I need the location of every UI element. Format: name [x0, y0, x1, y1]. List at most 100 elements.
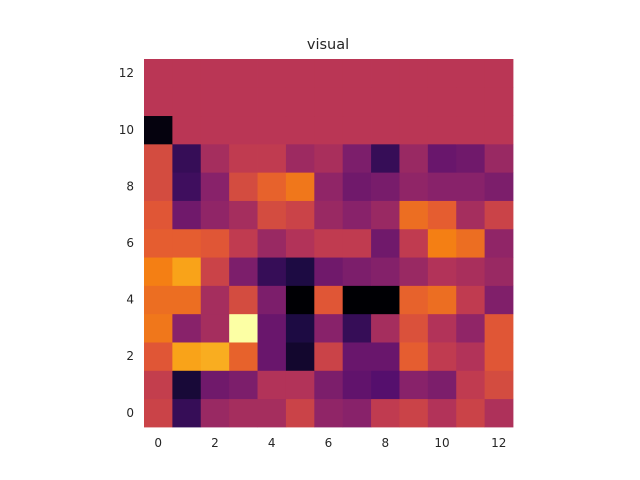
heatmap-cell [257, 313, 287, 343]
heatmap-cell [200, 115, 230, 145]
heatmap-cell [285, 172, 315, 201]
heatmap-cell [144, 172, 173, 201]
heatmap-cell [285, 398, 315, 428]
heatmap-cell [285, 87, 315, 117]
heatmap-cell [314, 228, 344, 258]
heatmap-cell [399, 342, 429, 371]
heatmap-cell [484, 285, 514, 315]
heatmap-cell [314, 59, 344, 88]
heatmap-cell [144, 398, 173, 428]
heatmap-cell [285, 285, 315, 315]
x-tick-label: 2 [211, 436, 219, 450]
heatmap-cell [342, 398, 372, 428]
heatmap-cell [427, 285, 457, 315]
heatmap-cell [399, 115, 429, 145]
heatmap-cell [484, 59, 514, 88]
heatmap-cell [257, 115, 287, 145]
heatmap-cell [172, 172, 202, 201]
heatmap-cell [200, 370, 230, 400]
heatmap-cell [342, 257, 372, 286]
heatmap-cell [342, 59, 372, 88]
heatmap-cell [399, 370, 429, 400]
heatmap-cells [144, 59, 514, 428]
heatmap-cell [257, 143, 287, 173]
heatmap-cell [285, 143, 315, 173]
heatmap-cell [456, 143, 486, 173]
heatmap-cell [371, 257, 400, 286]
heatmap-cell [456, 342, 486, 371]
y-tick-label: 10 [119, 123, 134, 137]
heatmap-cell [399, 172, 429, 201]
heatmap-cell [285, 257, 315, 286]
heatmap-cell [200, 59, 230, 88]
heatmap-cell [342, 228, 372, 258]
heatmap-cell [342, 342, 372, 371]
heatmap-cell [229, 370, 258, 400]
x-tick-label: 0 [154, 436, 162, 450]
y-tick-label: 0 [126, 406, 134, 420]
x-tick-label: 10 [434, 436, 449, 450]
heatmap-cell [456, 228, 486, 258]
heatmap-cell [456, 257, 486, 286]
heatmap-cell [427, 257, 457, 286]
heatmap-cell [371, 59, 400, 88]
heatmap-cell [285, 370, 315, 400]
heatmap-cell [427, 59, 457, 88]
heatmap-cell [399, 398, 429, 428]
heatmap-cell [456, 87, 486, 117]
heatmap-cell [427, 200, 457, 230]
x-tick-label: 8 [381, 436, 389, 450]
heatmap-cell [200, 87, 230, 117]
heatmap-cell [229, 285, 258, 315]
heatmap-cell [484, 370, 514, 400]
heatmap-cell [371, 285, 400, 315]
x-tick-label: 4 [268, 436, 276, 450]
heatmap-cell [314, 115, 344, 145]
heatmap-cell [427, 313, 457, 343]
heatmap-cell [200, 228, 230, 258]
heatmap-cell [200, 398, 230, 428]
heatmap-cell [371, 398, 400, 428]
heatmap-cell [342, 370, 372, 400]
heatmap-cell [484, 228, 514, 258]
heatmap-cell [484, 257, 514, 286]
heatmap-cell [484, 313, 514, 343]
heatmap-cell [399, 200, 429, 230]
heatmap-cell [285, 200, 315, 230]
heatmap-cell [342, 313, 372, 343]
heatmap-cell [172, 59, 202, 88]
heatmap-cell [257, 87, 287, 117]
heatmap-cell [342, 200, 372, 230]
heatmap-cell [144, 342, 173, 371]
heatmap-cell [257, 59, 287, 88]
heatmap-cell [342, 285, 372, 315]
heatmap-cell [371, 143, 400, 173]
heatmap-cell [200, 143, 230, 173]
heatmap-cell [172, 370, 202, 400]
heatmap-cell [257, 228, 287, 258]
heatmap-cell [200, 285, 230, 315]
heatmap-cell [314, 370, 344, 400]
heatmap-cell [200, 200, 230, 230]
heatmap-cell [144, 313, 173, 343]
heatmap-cell [144, 59, 173, 88]
heatmap-cell [200, 342, 230, 371]
heatmap-cell [342, 115, 372, 145]
heatmap-cell [172, 342, 202, 371]
heatmap-cell [314, 143, 344, 173]
heatmap-cell [484, 398, 514, 428]
heatmap-cell [427, 115, 457, 145]
heatmap-cell [144, 200, 173, 230]
heatmap-cell [144, 115, 173, 145]
heatmap-cell [229, 59, 258, 88]
heatmap-cell [484, 87, 514, 117]
heatmap-cell [371, 115, 400, 145]
heatmap-cell [371, 200, 400, 230]
heatmap-cell [371, 87, 400, 117]
x-tick-label: 6 [325, 436, 333, 450]
heatmap-cell [314, 313, 344, 343]
heatmap-cell [427, 398, 457, 428]
heatmap-cell [144, 257, 173, 286]
x-tick-label: 12 [491, 436, 506, 450]
